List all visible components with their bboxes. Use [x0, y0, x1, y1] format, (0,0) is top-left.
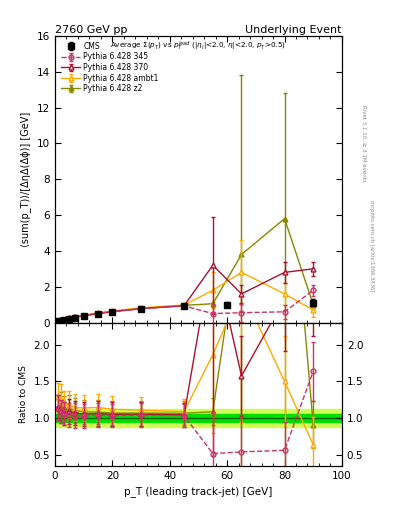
Text: mcplots.cern.ch [arXiv:1306.3436]: mcplots.cern.ch [arXiv:1306.3436]	[369, 200, 374, 291]
Legend: CMS, Pythia 6.428 345, Pythia 6.428 370, Pythia 6.428 ambt1, Pythia 6.428 z2: CMS, Pythia 6.428 345, Pythia 6.428 370,…	[59, 39, 161, 95]
Text: Underlying Event: Underlying Event	[245, 25, 342, 35]
Y-axis label: ⟨sum(p_T)⟩/[ΔηΔ(Δϕ)] [GeV]: ⟨sum(p_T)⟩/[ΔηΔ(Δϕ)] [GeV]	[20, 112, 31, 247]
Text: 2760 GeV pp: 2760 GeV pp	[55, 25, 127, 35]
Y-axis label: Ratio to CMS: Ratio to CMS	[19, 365, 28, 423]
Text: Rivet 3.1.10, ≥ 3.1M events: Rivet 3.1.10, ≥ 3.1M events	[361, 105, 366, 182]
Text: Average $\Sigma(p_T)$ vs $p_T^{lead}$ ($|\eta_l|$<2.0, $\eta$|<2.0, $p_T$>0.5): Average $\Sigma(p_T)$ vs $p_T^{lead}$ ($…	[110, 40, 286, 53]
Bar	[55, 409, 342, 427]
X-axis label: p_T (leading track-jet) [GeV]: p_T (leading track-jet) [GeV]	[124, 486, 273, 497]
Bar	[55, 414, 342, 422]
